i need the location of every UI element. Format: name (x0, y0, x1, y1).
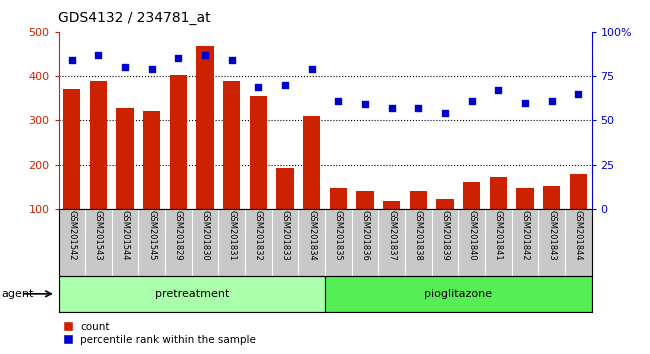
Text: GSM201842: GSM201842 (521, 210, 529, 261)
Text: GSM201829: GSM201829 (174, 210, 183, 261)
Point (573, 91, 584, 97)
Bar (250, 96, 267, 209)
Point (413, 105, 424, 111)
Text: agent: agent (1, 289, 34, 299)
Text: GSM201837: GSM201837 (387, 210, 396, 261)
Text: GSM201839: GSM201839 (441, 210, 449, 261)
Bar (223, 81, 240, 209)
Point (120, 64, 130, 70)
Text: GSM201832: GSM201832 (254, 210, 263, 261)
Text: GDS4132 / 234781_at: GDS4132 / 234781_at (58, 11, 211, 25)
Point (493, 87, 504, 93)
Bar (436, 199, 454, 209)
Point (360, 102, 370, 107)
Point (200, 52, 211, 58)
Text: GSM201838: GSM201838 (414, 210, 422, 261)
Bar (116, 108, 134, 209)
Bar (543, 186, 560, 209)
Text: GSM201840: GSM201840 (467, 210, 476, 261)
Text: GSM201843: GSM201843 (547, 210, 556, 261)
Bar (63, 89, 81, 209)
Text: GSM201831: GSM201831 (227, 210, 236, 261)
Bar (303, 116, 320, 209)
Text: GSM201834: GSM201834 (307, 210, 316, 261)
Point (439, 110, 450, 116)
Point (94, 52, 104, 58)
Text: GSM201835: GSM201835 (334, 210, 343, 261)
Point (67, 57, 77, 63)
Point (254, 84, 264, 90)
Bar (170, 75, 187, 209)
Point (280, 82, 291, 88)
Bar (569, 175, 587, 209)
Bar (356, 191, 374, 209)
Text: GSM201833: GSM201833 (281, 210, 289, 261)
Text: pioglitazone: pioglitazone (424, 289, 492, 299)
Bar (90, 81, 107, 209)
Point (147, 66, 157, 72)
Point (227, 57, 237, 63)
Bar (410, 191, 427, 209)
Bar (58, 276, 325, 312)
Text: GSM201836: GSM201836 (361, 210, 369, 261)
Point (173, 56, 184, 61)
Point (333, 98, 343, 104)
Bar (383, 201, 400, 209)
Legend: count, percentile rank within the sample: count, percentile rank within the sample (64, 322, 256, 345)
Text: pretreatment: pretreatment (155, 289, 229, 299)
Bar (143, 110, 161, 209)
Bar (196, 46, 214, 209)
Bar (516, 188, 534, 209)
Text: GSM201844: GSM201844 (574, 210, 582, 261)
Point (307, 66, 317, 72)
Text: GSM201542: GSM201542 (68, 210, 76, 261)
Point (520, 100, 530, 105)
Bar (330, 188, 347, 209)
Text: GSM201841: GSM201841 (494, 210, 502, 261)
Bar (489, 177, 507, 209)
Point (467, 98, 477, 104)
Bar (276, 168, 294, 209)
Point (547, 98, 557, 104)
Bar (463, 182, 480, 209)
Point (386, 105, 396, 111)
Text: GSM201545: GSM201545 (148, 210, 156, 261)
Text: GSM201543: GSM201543 (94, 210, 103, 261)
Text: GSM201544: GSM201544 (121, 210, 129, 261)
Text: GSM201830: GSM201830 (201, 210, 209, 261)
Bar (325, 276, 592, 312)
